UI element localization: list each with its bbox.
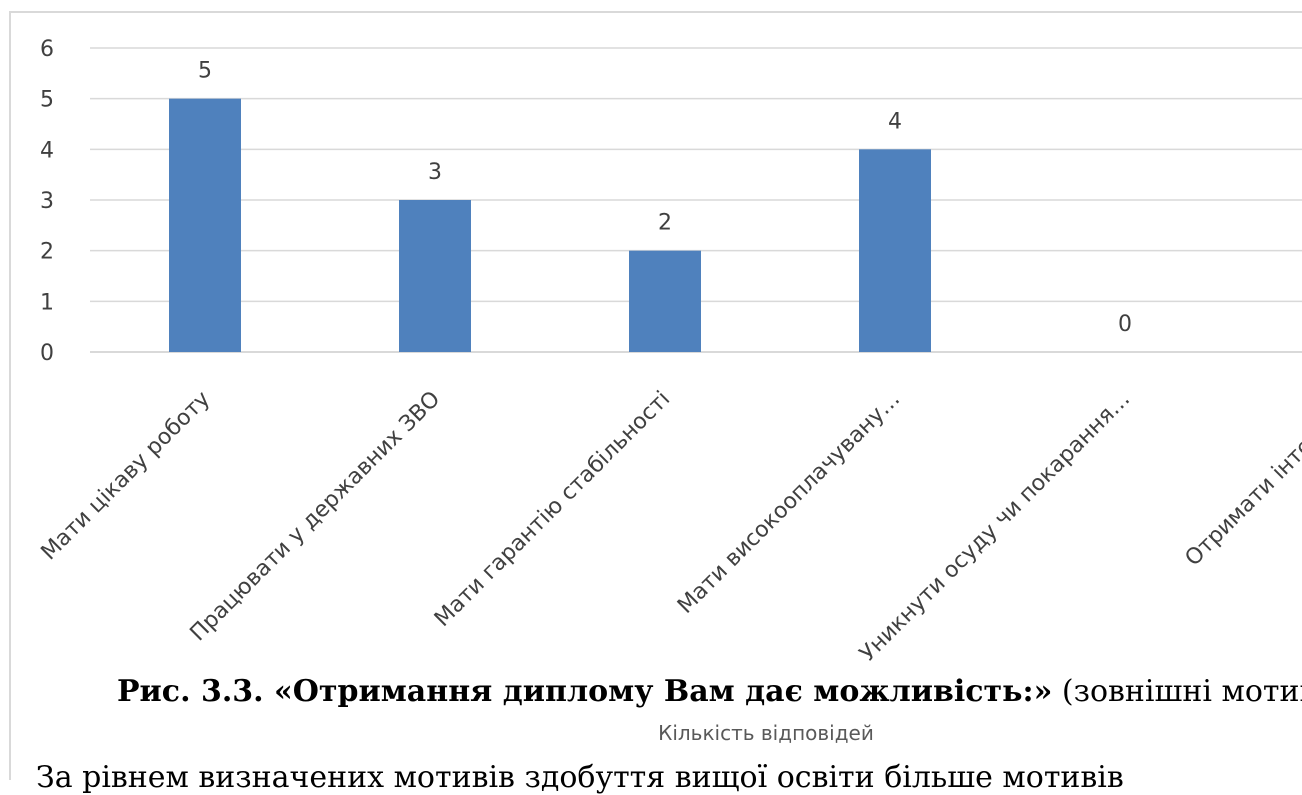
bar xyxy=(169,98,241,353)
data-label: 3 xyxy=(428,160,442,185)
x-axis-title: Кількість відповідей xyxy=(658,721,874,745)
y-tick-label: 1 xyxy=(40,290,54,315)
data-label: 5 xyxy=(198,59,212,84)
figure-caption: Рис. 3.3. «Отримання диплому Вам дає мож… xyxy=(117,674,1302,709)
y-tick-label: 6 xyxy=(40,37,54,62)
x-tick-label: Мати високооплачувану… xyxy=(673,387,905,619)
y-axis: 0 1 2 3 4 5 6 xyxy=(40,37,54,366)
x-tick-label: Мати цікаву роботу xyxy=(37,387,216,566)
caption-normal: (зовнішні мотиви) xyxy=(1061,674,1302,709)
x-tick-label: Уникнути осуду чи покарання… xyxy=(855,387,1135,667)
x-tick-label: Мати гарантію стабільності xyxy=(430,387,675,632)
bar xyxy=(629,250,701,352)
chart-frame xyxy=(9,11,1302,780)
bar xyxy=(859,149,931,352)
caption-bold: Рис. 3.3. «Отримання диплому Вам дає мож… xyxy=(117,674,1053,709)
x-tick-label: Працювати у державних ЗВО xyxy=(186,387,446,647)
y-tick-label: 0 xyxy=(40,341,54,366)
data-label: 4 xyxy=(888,109,902,134)
data-labels: 5 3 2 4 0 xyxy=(198,59,1132,337)
y-tick-label: 4 xyxy=(40,138,54,163)
data-label: 0 xyxy=(1118,312,1132,337)
y-tick-label: 3 xyxy=(40,189,54,214)
bar xyxy=(399,200,471,352)
bars xyxy=(169,98,931,353)
x-tick-label: Отримати інтелекту xyxy=(1181,387,1302,572)
body-text: За рівнем визначених мотивів здобуття ви… xyxy=(36,760,1124,795)
y-tick-label: 2 xyxy=(40,240,54,265)
data-label: 2 xyxy=(658,211,672,236)
y-tick-label: 5 xyxy=(40,88,54,113)
